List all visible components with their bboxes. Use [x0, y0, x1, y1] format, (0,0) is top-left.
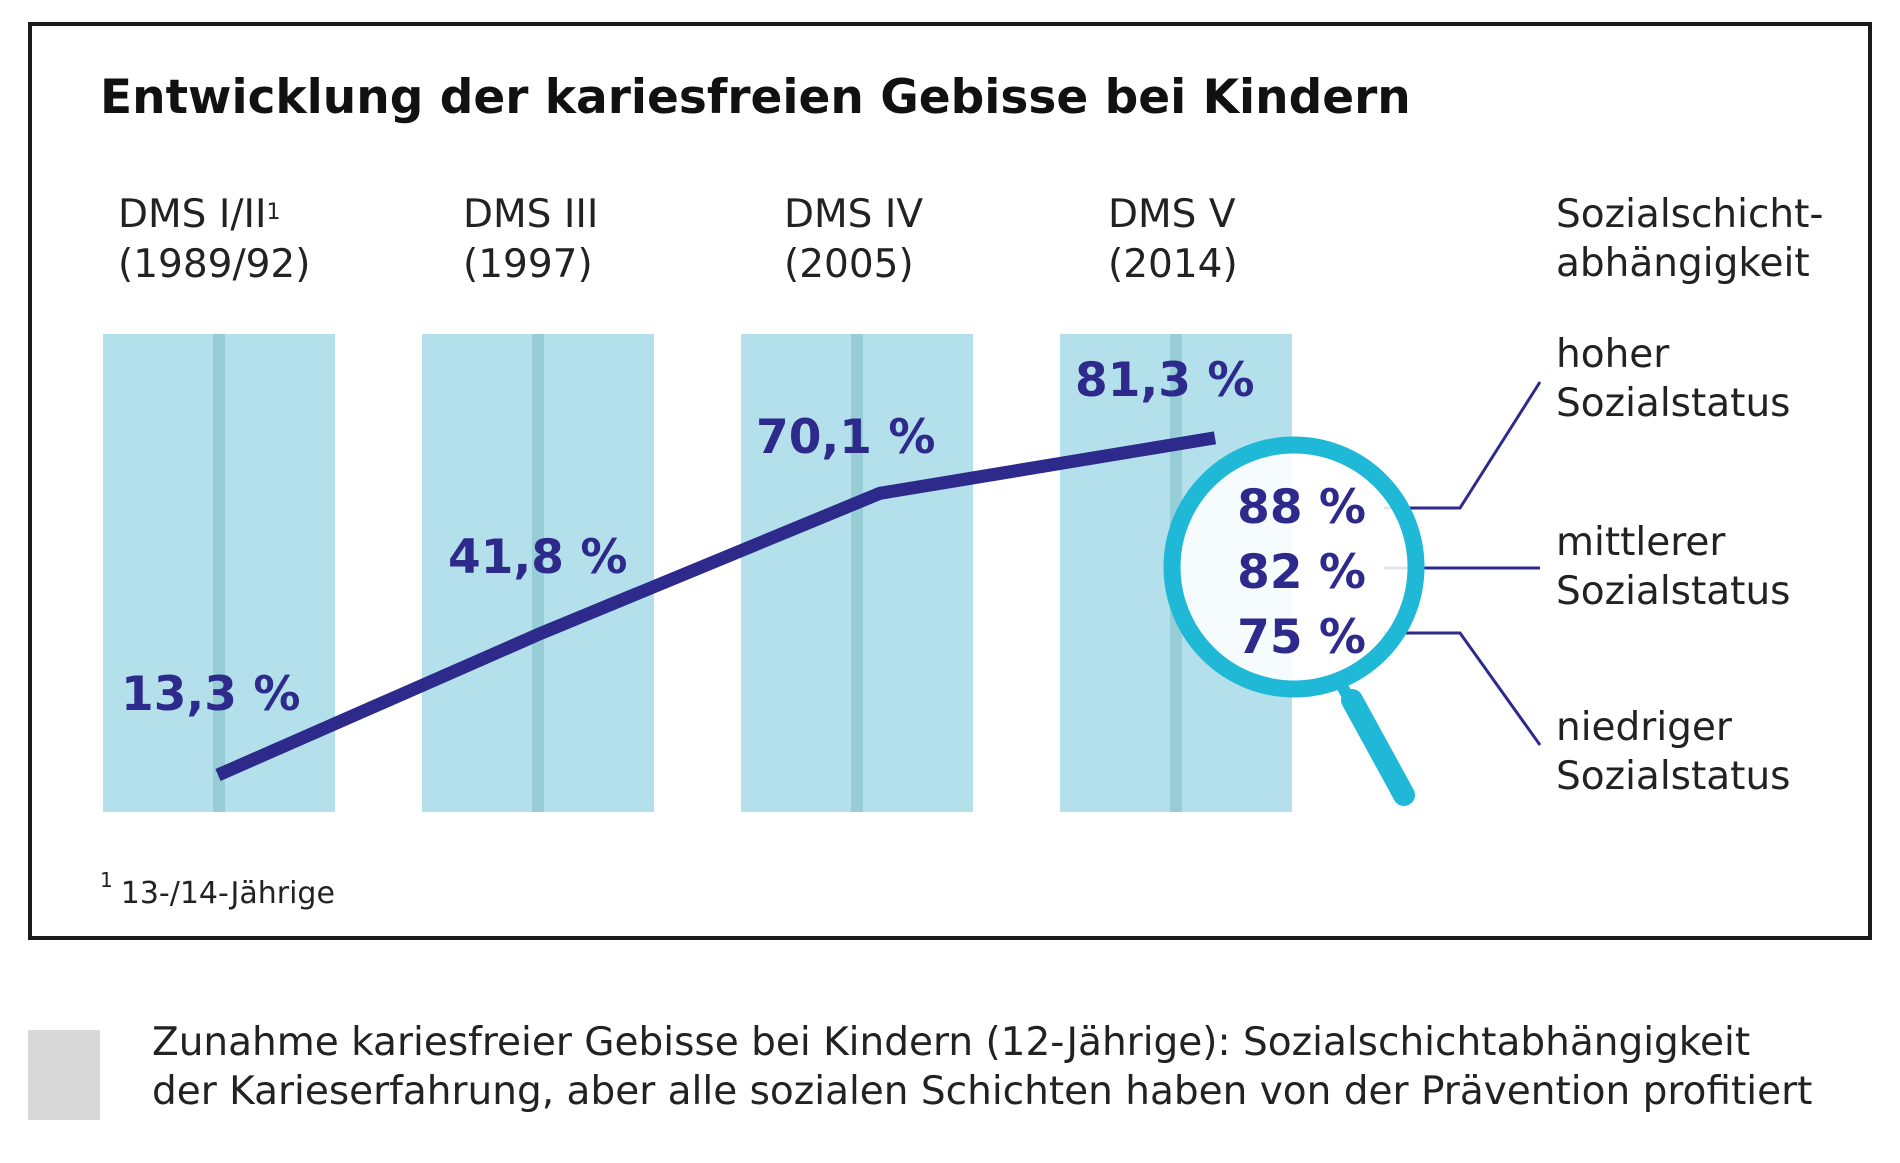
bar-center-stripe [532, 334, 544, 812]
footnote-mark: 1 [100, 868, 113, 892]
caption: Zunahme kariesfreier Gebisse bei Kindern… [152, 1018, 1812, 1116]
value-labels-group: 13,3 % 41,8 % 70,1 % 81,3 % [121, 353, 1254, 722]
category-name: DMS I/II [118, 192, 267, 237]
label-low-status: niedriger Sozialstatus [1556, 703, 1791, 801]
caption-line: der Karieserfahrung, aber alle sozialen … [152, 1069, 1813, 1114]
caption-swatch [28, 1030, 100, 1120]
label-middle-status: mittlerer Sozialstatus [1556, 518, 1791, 616]
status-label-line: Sozialstatus [1556, 569, 1791, 614]
footnote: 1 13-/14-Jährige [100, 868, 335, 911]
status-label-line: hoher [1556, 332, 1670, 377]
bar-center-stripe [213, 334, 225, 812]
status-values-group: 88 % 82 % 75 % [1237, 480, 1366, 665]
value-label-4: 81,3 % [1075, 353, 1254, 408]
status-value-1: 88 % [1237, 480, 1366, 535]
caption-line: Zunahme kariesfreier Gebisse bei Kindern… [152, 1020, 1751, 1065]
social-heading-line: Sozialschicht- [1556, 192, 1824, 237]
connector-line-3 [1384, 631, 1542, 746]
category-label-dms-5: DMS V (2014) [1108, 190, 1238, 290]
bars-group [103, 334, 1292, 812]
category-year: (1989/92) [118, 242, 311, 287]
footnote-mark: 1 [266, 200, 281, 225]
chart-frame [28, 22, 1872, 940]
category-name: DMS III [463, 192, 599, 237]
chart-title: Entwicklung der kariesfreien Gebisse bei… [100, 70, 1411, 125]
magnifying-glass-icon [1163, 436, 1425, 806]
value-label-2: 41,8 % [448, 530, 627, 585]
category-year: (2005) [784, 242, 914, 287]
magnifier-lens [1163, 436, 1425, 698]
category-name: DMS IV [784, 192, 924, 237]
connector-line-1 [1384, 381, 1542, 510]
value-label-1: 13,3 % [121, 667, 300, 722]
category-label-dms-3: DMS III (1997) [463, 190, 598, 290]
magnifier-handle [1341, 689, 1415, 806]
footnote-text: 13-/14-Jährige [120, 876, 335, 911]
category-name: DMS V [1108, 192, 1236, 237]
status-value-3: 75 % [1237, 610, 1366, 665]
label-high-status: hoher Sozialstatus [1556, 330, 1791, 428]
magnifier-neck [1330, 672, 1356, 704]
status-label-line: Sozialstatus [1556, 381, 1791, 426]
status-label-line: niedriger [1556, 705, 1732, 750]
category-year: (2014) [1108, 242, 1238, 287]
social-heading: Sozialschicht- abhängigkeit [1556, 190, 1824, 288]
status-value-2: 82 % [1237, 545, 1366, 600]
status-label-line: mittlerer [1556, 520, 1726, 565]
category-label-dms-1-2: DMS I/II1 (1989/92) [118, 190, 310, 290]
value-label-3: 70,1 % [756, 410, 935, 465]
trend-line [215, 431, 1217, 781]
category-label-dms-4: DMS IV (2005) [784, 190, 923, 290]
bar-center-stripe [851, 334, 863, 812]
status-label-line: Sozialstatus [1556, 754, 1791, 799]
social-heading-line: abhängigkeit [1556, 241, 1810, 286]
category-year: (1997) [463, 242, 593, 287]
